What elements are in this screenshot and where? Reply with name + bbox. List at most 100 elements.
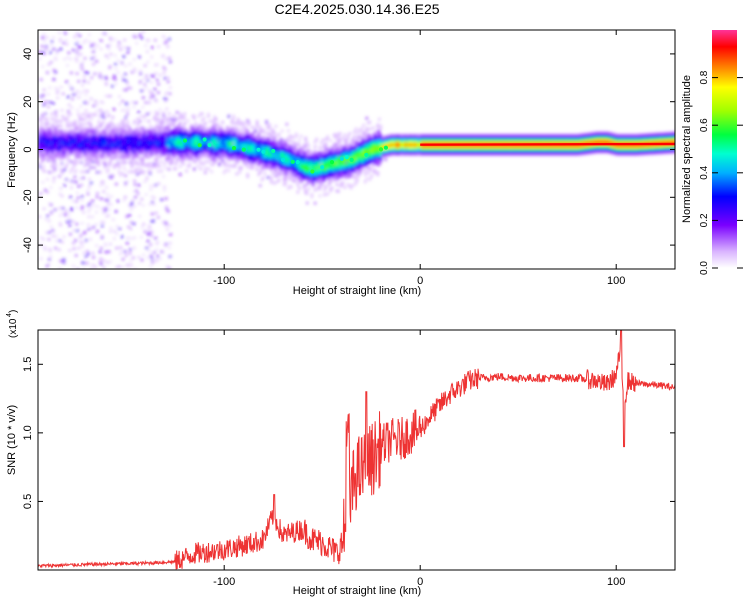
spectrum-cell	[350, 148, 353, 152]
spectrum-cell	[317, 168, 320, 172]
spectrum-cell	[210, 146, 213, 149]
spectrum-cell	[444, 150, 447, 154]
spectrum-cell	[215, 122, 218, 126]
spectrum-cell	[39, 131, 42, 135]
spectrum-cell	[309, 178, 312, 182]
spectrum-cell	[411, 145, 414, 149]
noise-cell	[77, 80, 80, 83]
spectrum-cell	[45, 155, 49, 159]
spectrum-cell	[281, 129, 284, 133]
spectrum-cell	[135, 148, 138, 152]
spectrum-scatter-cell	[320, 162, 323, 166]
noise-cell	[101, 224, 104, 227]
spectrum-cell	[494, 150, 497, 154]
noise-cell	[164, 39, 168, 42]
noise-cell	[66, 56, 69, 59]
spectrum-cell	[268, 154, 271, 157]
spectrum-cell	[397, 141, 400, 144]
spectrum-cell	[70, 141, 74, 145]
spectrum-cell	[96, 135, 99, 138]
spectrum-cell	[409, 143, 412, 147]
spectrum-cell	[307, 156, 310, 160]
spectrum-cell	[152, 143, 155, 147]
spectrum-cell	[176, 145, 179, 149]
spectrum-cell	[47, 129, 50, 132]
spectrum-cell	[412, 150, 416, 154]
noise-cell	[112, 77, 115, 80]
spectrum-cell	[386, 135, 389, 138]
spectrum-cell	[204, 126, 207, 130]
spectrum-cell	[103, 156, 107, 160]
spectrum-cell	[85, 137, 88, 140]
spectrum-cell	[124, 149, 127, 152]
spectrum-cell	[249, 149, 252, 153]
spectrum-cell	[45, 126, 49, 130]
noise-cell	[114, 82, 118, 86]
noise-cell	[100, 100, 103, 103]
spectrum-cell	[473, 136, 477, 139]
spectrum-cell	[348, 146, 351, 150]
spectrum-cell	[503, 148, 506, 151]
spectrum-cell	[169, 150, 172, 154]
noise-cell	[129, 264, 133, 267]
spectrum-cell	[111, 142, 114, 145]
spectrum-cell	[55, 136, 58, 140]
spectrum-cell	[346, 166, 350, 169]
noise-cell	[52, 156, 56, 159]
spectrum-cell	[307, 149, 310, 153]
spectrum-cell	[489, 145, 492, 149]
spectrum-cell	[312, 174, 315, 178]
spectrum-cell	[146, 132, 149, 135]
noise-cell	[59, 187, 63, 190]
spectrum-cell	[88, 113, 91, 116]
noise-cell	[110, 203, 113, 206]
spectrum-cell	[179, 141, 182, 144]
spectrum-cell	[389, 134, 392, 137]
spectrum-cell	[318, 151, 321, 155]
noise-cell	[152, 196, 156, 199]
spectrum-cell	[326, 156, 329, 160]
spectrum-cell	[437, 153, 441, 156]
noise-cell	[87, 223, 90, 226]
spectrum-cell	[238, 137, 241, 141]
noise-cell	[71, 97, 74, 101]
spectrum-cell	[367, 155, 370, 158]
spectrum-cell	[376, 139, 379, 143]
spectrum-cell	[75, 160, 78, 164]
spectrum-cell	[276, 163, 279, 167]
spectrum-cell	[345, 164, 348, 167]
spectrum-cell	[226, 142, 229, 146]
spectrum-cell	[168, 124, 171, 127]
spectrum-cell	[345, 142, 348, 146]
spectrum-cell	[329, 165, 332, 169]
spectrum-cell	[103, 151, 107, 155]
noise-cell	[143, 180, 146, 183]
noise-cell	[70, 106, 73, 109]
spectrum-cell	[392, 150, 395, 154]
spectrum-cell	[362, 154, 365, 158]
spectrum-cell	[210, 127, 213, 130]
spectrum-cell	[70, 146, 74, 150]
spectrum-cell	[447, 145, 450, 149]
noise-cell	[138, 171, 142, 174]
spectrum-cell	[67, 151, 71, 154]
spectrum-cell	[481, 138, 484, 142]
spectrum-cell	[268, 144, 271, 148]
spectrum-cell	[60, 124, 63, 128]
spectrum-cell	[431, 150, 434, 154]
spectrum-cell	[50, 112, 53, 116]
spectrum-cell	[99, 139, 102, 143]
spectrum-cell	[197, 138, 201, 142]
spectrum-cell	[216, 142, 220, 145]
spectrum-cell	[279, 162, 282, 166]
spectrum-cell	[154, 136, 157, 140]
spectrum-cell	[436, 134, 439, 137]
noise-cell	[116, 45, 120, 48]
spectrum-cell	[282, 142, 285, 145]
spectrum-cell	[477, 134, 480, 137]
spectrum-cell	[213, 115, 216, 119]
noise-cell	[86, 102, 89, 105]
spectrum-cell	[171, 157, 174, 161]
spectrum-cell	[166, 167, 169, 170]
spectrum-cell	[103, 142, 107, 145]
